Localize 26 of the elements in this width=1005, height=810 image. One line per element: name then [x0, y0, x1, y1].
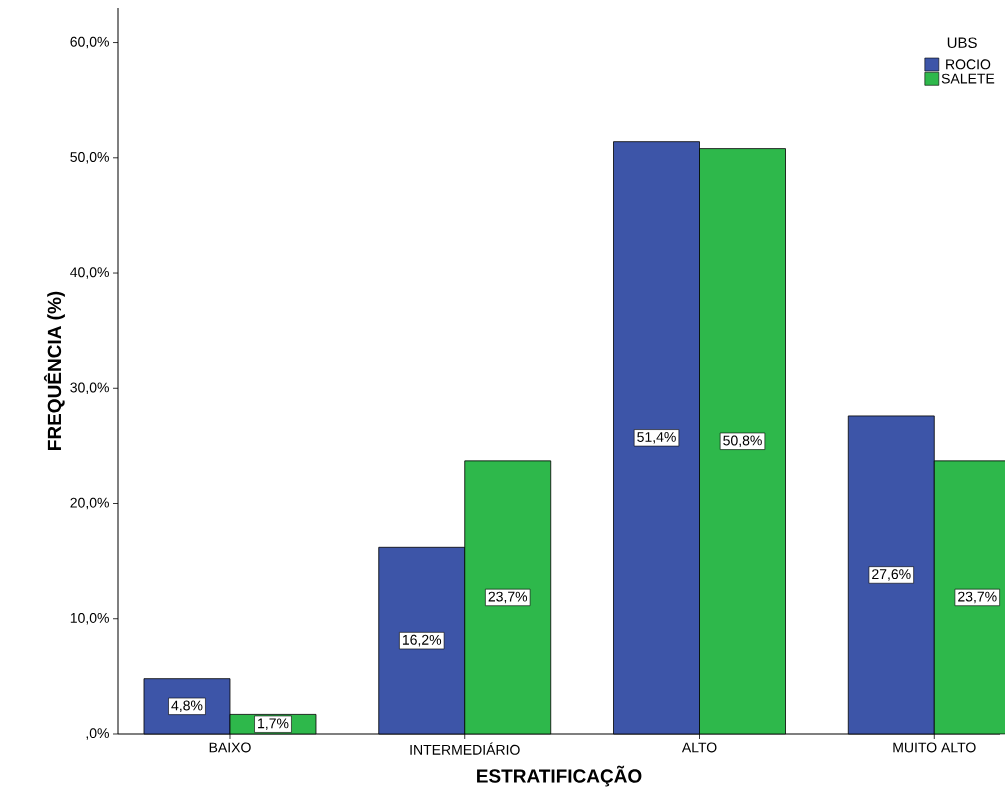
bar	[464, 460, 551, 734]
x-tick-label: INTERMEDIÁRIO	[410, 742, 520, 755]
data-label: 23,7%	[488, 591, 528, 604]
y-tick-label: 40,0%	[70, 267, 109, 279]
y-tick-label: 30,0%	[70, 382, 109, 395]
data-label: 51,4%	[637, 432, 676, 444]
data-label: 16,2%	[402, 634, 442, 647]
y-tick-label: 50,0%	[70, 152, 109, 164]
data-label: 23,7%	[958, 591, 997, 604]
data-label: 50,8%	[723, 435, 762, 448]
bar	[699, 148, 786, 734]
y-tick-label: 20,0%	[70, 497, 109, 510]
x-tick-label: ALTO	[681, 742, 717, 753]
y-tick-label: 60,0%	[70, 36, 109, 49]
y-tick-label: 10,0%	[70, 612, 109, 625]
x-tick-label: BAIXO	[209, 742, 251, 753]
legend-label: SALETE	[941, 73, 995, 84]
y-axis-title: FREQUÊNCIA (%)	[43, 291, 65, 450]
y-tick-label: ,0%	[86, 728, 109, 740]
data-label: 27,6%	[872, 569, 911, 581]
legend-label: ROCIO	[946, 59, 991, 70]
legend-title: UBS	[947, 37, 977, 49]
x-tick-label: MUITO ALTO	[893, 742, 976, 753]
x-axis-title: ESTRATIFICAÇÃO	[477, 765, 642, 787]
data-label: 1,7%	[258, 718, 289, 730]
data-label: 4,8%	[171, 700, 203, 713]
